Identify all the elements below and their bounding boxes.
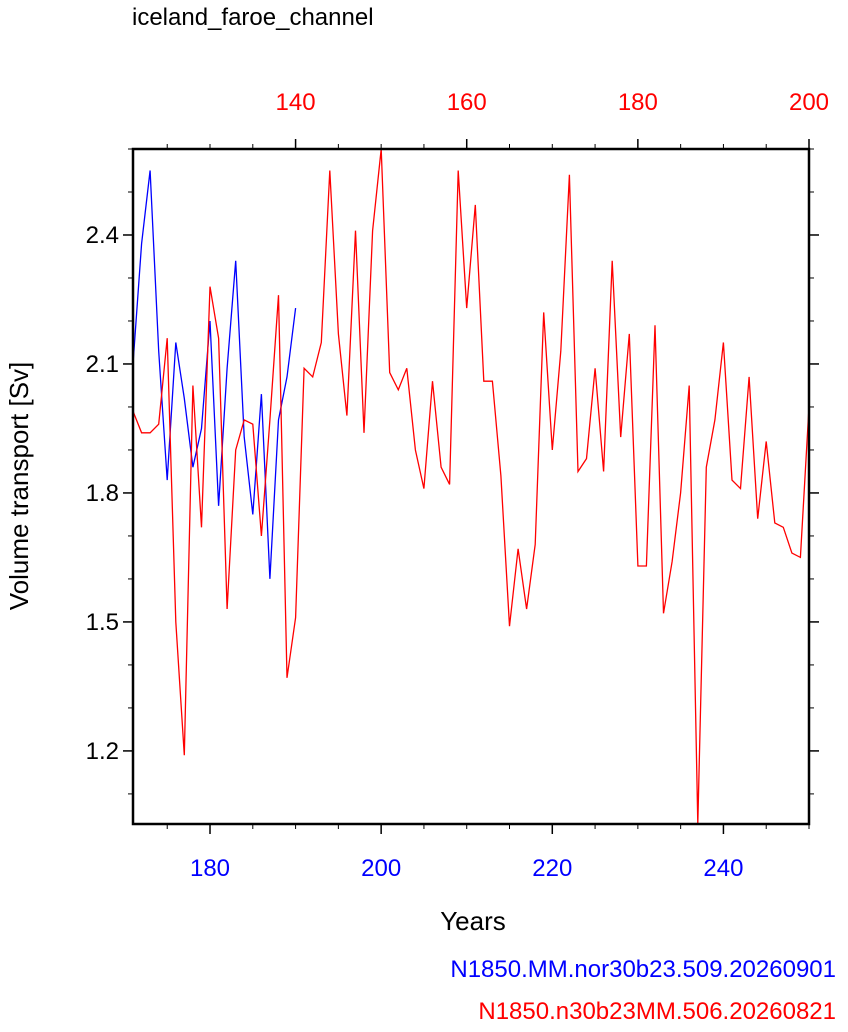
legend-entry-blue: N1850.MM.nor30b23.509.20260901 [450, 956, 836, 984]
tick-marks [123, 139, 819, 834]
x-bottom-tick-label: 200 [361, 855, 401, 882]
x-bottom-tick-label: 240 [703, 855, 743, 882]
series-layer [132, 148, 810, 825]
legend-entry-red: N1850.n30b23MM.506.20260821 [478, 998, 836, 1026]
x-bottom-tick-label: 220 [532, 855, 572, 882]
legend-label-blue: N1850.MM.nor30b23.509.20260901 [450, 956, 836, 983]
x-top-tick-label: 140 [276, 89, 316, 116]
y-tick-label: 2.1 [86, 351, 119, 378]
plot-frame [131, 147, 811, 826]
y-tick-label: 1.2 [86, 738, 119, 765]
x-bottom-tick-label: 180 [190, 855, 230, 882]
x-top-tick-label: 180 [618, 89, 658, 116]
labels-layer: 1.2 1.5 1.8 2.1 2.4 180 200 220 240 140 160 180 200 [86, 89, 829, 882]
series-line-red [132, 148, 810, 825]
y-axis-label: Volume transport [Sv] [4, 362, 34, 611]
y-tick-label: 1.5 [86, 609, 119, 636]
y-tick-label: 2.4 [86, 222, 119, 249]
legend-label-red: N1850.n30b23MM.506.20260821 [478, 998, 836, 1025]
chart-title: iceland_faroe_channel [132, 4, 374, 31]
x-top-tick-label: 200 [789, 89, 829, 116]
x-axis-label: Years [440, 906, 506, 936]
x-top-tick-label: 160 [447, 89, 487, 116]
series-line-blue [132, 170, 297, 579]
y-tick-label: 1.8 [86, 480, 119, 507]
